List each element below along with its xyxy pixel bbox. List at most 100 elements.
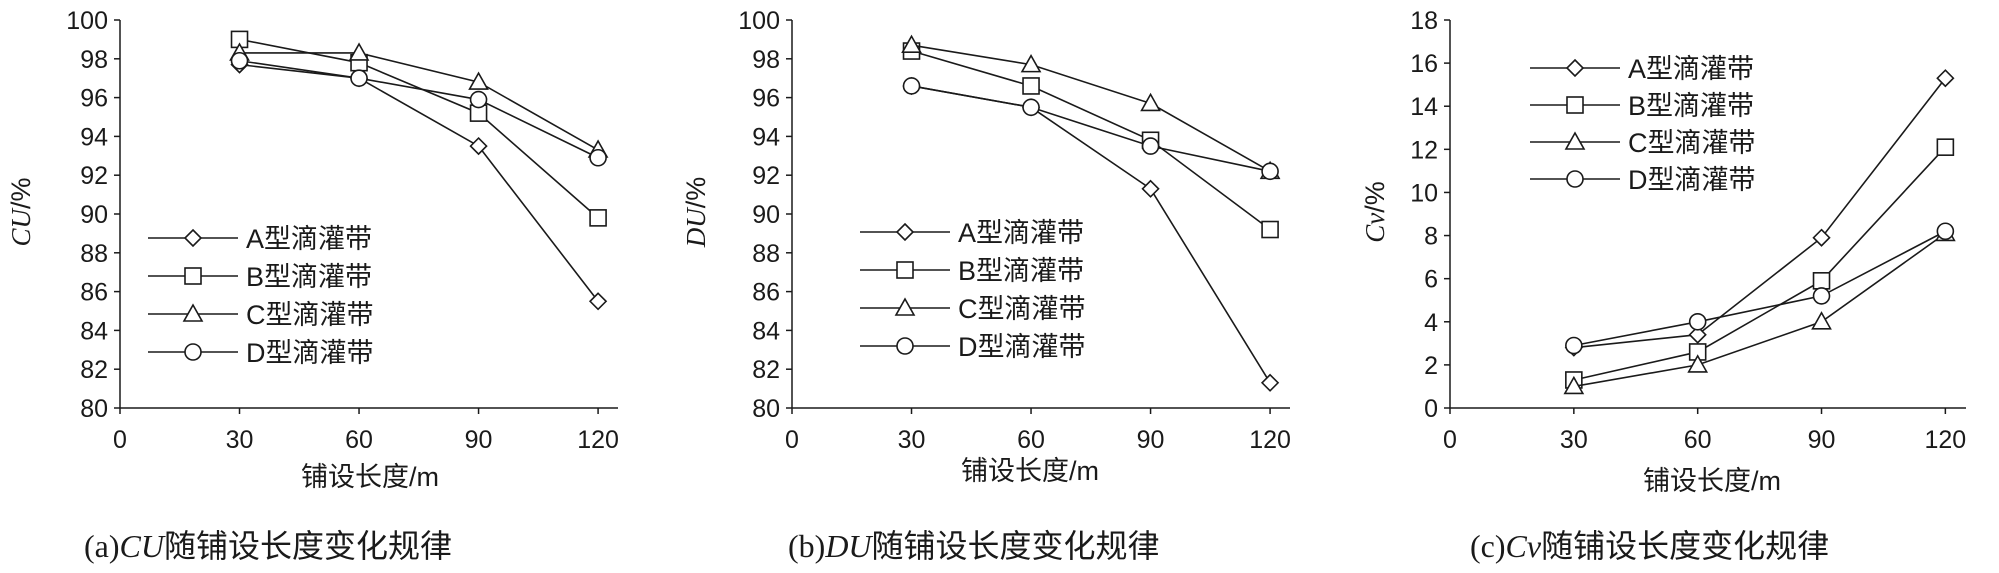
data-point-square xyxy=(589,209,607,227)
legend-entry: B型滴灌带 xyxy=(1530,91,1754,121)
y-tick-label: 84 xyxy=(752,317,780,345)
x-tick-label: 60 xyxy=(345,426,373,454)
data-point-square xyxy=(1812,272,1831,290)
y-tick-label: 92 xyxy=(752,162,780,190)
y-tick-label: 94 xyxy=(80,123,108,151)
data-point-circle xyxy=(1565,336,1583,355)
data-point-circle xyxy=(469,90,488,109)
x-tick-label: 90 xyxy=(465,426,493,454)
y-tick-label: 86 xyxy=(752,279,780,307)
y-tick-label: 82 xyxy=(752,356,780,384)
data-point-circle xyxy=(1141,137,1160,155)
x-axis-title: 铺设长度/m xyxy=(1643,466,1781,496)
y-tick-label: 80 xyxy=(752,395,780,423)
legend-entry: C型滴灌带 xyxy=(860,294,1086,324)
legend-label: D型滴灌带 xyxy=(246,338,374,368)
y-tick-label: 8 xyxy=(1424,223,1438,251)
y-axis-title: Cv/% xyxy=(1360,181,1390,243)
y-tick-label: 14 xyxy=(1410,93,1438,121)
x-tick-label: 90 xyxy=(1808,426,1836,454)
legend-label: B型滴灌带 xyxy=(958,256,1084,286)
data-point-square xyxy=(1022,77,1040,95)
y-tick-label: 10 xyxy=(1410,179,1438,207)
legend-marker-square xyxy=(896,261,914,279)
legend-label: B型滴灌带 xyxy=(1628,91,1754,121)
chart-panel-1: 80 82 84 86 88 90 92 94 96 98 100 0 30 60 90 120 铺设长度/m C… xyxy=(6,7,619,564)
data-point-triangle xyxy=(901,34,922,54)
series-square xyxy=(1565,138,1955,389)
legend-marker-triangle xyxy=(182,303,204,322)
y-tick-label: 100 xyxy=(66,7,108,35)
y-axis-title-unit: /% xyxy=(681,177,711,209)
legend-entry: C型滴灌带 xyxy=(148,300,374,330)
chart-panel-2: 80 82 84 86 88 90 92 94 96 98 100 0 30 60 90 120 铺设长度/m D… xyxy=(681,7,1291,564)
x-tick-label: 30 xyxy=(1560,426,1588,454)
x-tick-label: 60 xyxy=(1017,426,1045,454)
series-line xyxy=(239,38,599,219)
y-tick-label: 86 xyxy=(80,279,108,307)
legend-marker-triangle xyxy=(1564,131,1586,150)
data-point-triangle xyxy=(1140,92,1161,112)
legend: A型滴灌带 B型滴灌带 C型滴灌带 D型滴灌带 xyxy=(1530,54,1756,195)
series-line xyxy=(239,52,599,151)
legend: A型滴灌带 B型滴灌带 C型滴灌带 D型滴灌带 xyxy=(148,224,374,368)
data-point-diamond xyxy=(1141,179,1160,198)
series-line xyxy=(911,85,1271,173)
legend-label: A型滴灌带 xyxy=(246,224,372,254)
legend-label: A型滴灌带 xyxy=(1628,54,1754,84)
series-circle xyxy=(230,51,607,167)
series-line xyxy=(1573,230,1946,347)
legend-entry: B型滴灌带 xyxy=(148,262,372,292)
y-tick-label: 98 xyxy=(752,46,780,74)
data-point-circle xyxy=(1812,287,1831,305)
y-axis-title-metric: DU xyxy=(681,207,711,248)
series-line xyxy=(1573,77,1946,349)
panel-caption: (b)DU随铺设长度变化规律 xyxy=(788,528,1160,564)
legend-marker-circle xyxy=(1566,170,1584,188)
legend: A型滴灌带 B型滴灌带 C型滴灌带 D型滴灌带 xyxy=(860,218,1086,362)
y-tick-label: 88 xyxy=(752,240,780,268)
legend-entry: B型滴灌带 xyxy=(860,256,1084,286)
data-point-circle xyxy=(350,69,368,87)
series-line xyxy=(911,50,1271,231)
y-tick-label: 98 xyxy=(80,46,108,74)
caption-suffix: 随铺设长度变化规律 xyxy=(872,528,1160,564)
series-line xyxy=(911,44,1271,173)
legend-entry: C型滴灌带 xyxy=(1530,128,1756,158)
y-tick-label: 90 xyxy=(80,201,108,229)
data-point-square xyxy=(1936,138,1955,156)
y-axis-title-metric: CU xyxy=(6,208,36,247)
y-axis-title: DU/% xyxy=(681,177,711,249)
legend-label: C型滴灌带 xyxy=(1628,128,1756,158)
series-line xyxy=(239,63,599,302)
legend-label: C型滴灌带 xyxy=(246,300,374,330)
y-tick-label: 6 xyxy=(1424,266,1438,294)
caption-metric: Cv xyxy=(1506,528,1542,564)
series-circle xyxy=(902,77,1279,181)
legend-marker-circle xyxy=(184,343,202,361)
caption-suffix: 随铺设长度变化规律 xyxy=(1541,528,1829,564)
y-tick-label: 2 xyxy=(1424,352,1438,380)
x-axis-title: 铺设长度/m xyxy=(961,456,1099,486)
y-tick-label: 96 xyxy=(752,85,780,113)
panel-caption: (c)Cv随铺设长度变化规律 xyxy=(1470,528,1829,564)
legend-marker-circle xyxy=(896,337,914,355)
data-point-circle xyxy=(589,148,607,167)
data-point-circle xyxy=(902,77,921,95)
series-square xyxy=(230,30,607,227)
y-tick-label: 4 xyxy=(1424,309,1438,337)
data-point-diamond xyxy=(1260,373,1280,392)
caption-prefix: (a) xyxy=(84,528,120,564)
y-axis-title-unit: /% xyxy=(6,177,36,209)
x-tick-label: 120 xyxy=(1249,426,1291,454)
y-tick-label: 16 xyxy=(1410,50,1438,78)
legend-label: C型滴灌带 xyxy=(958,294,1086,324)
y-tick-label: 0 xyxy=(1424,395,1438,423)
data-point-triangle xyxy=(1687,354,1709,373)
data-point-triangle xyxy=(1811,311,1832,330)
data-point-circle xyxy=(230,51,249,70)
series-diamond xyxy=(1564,69,1955,357)
